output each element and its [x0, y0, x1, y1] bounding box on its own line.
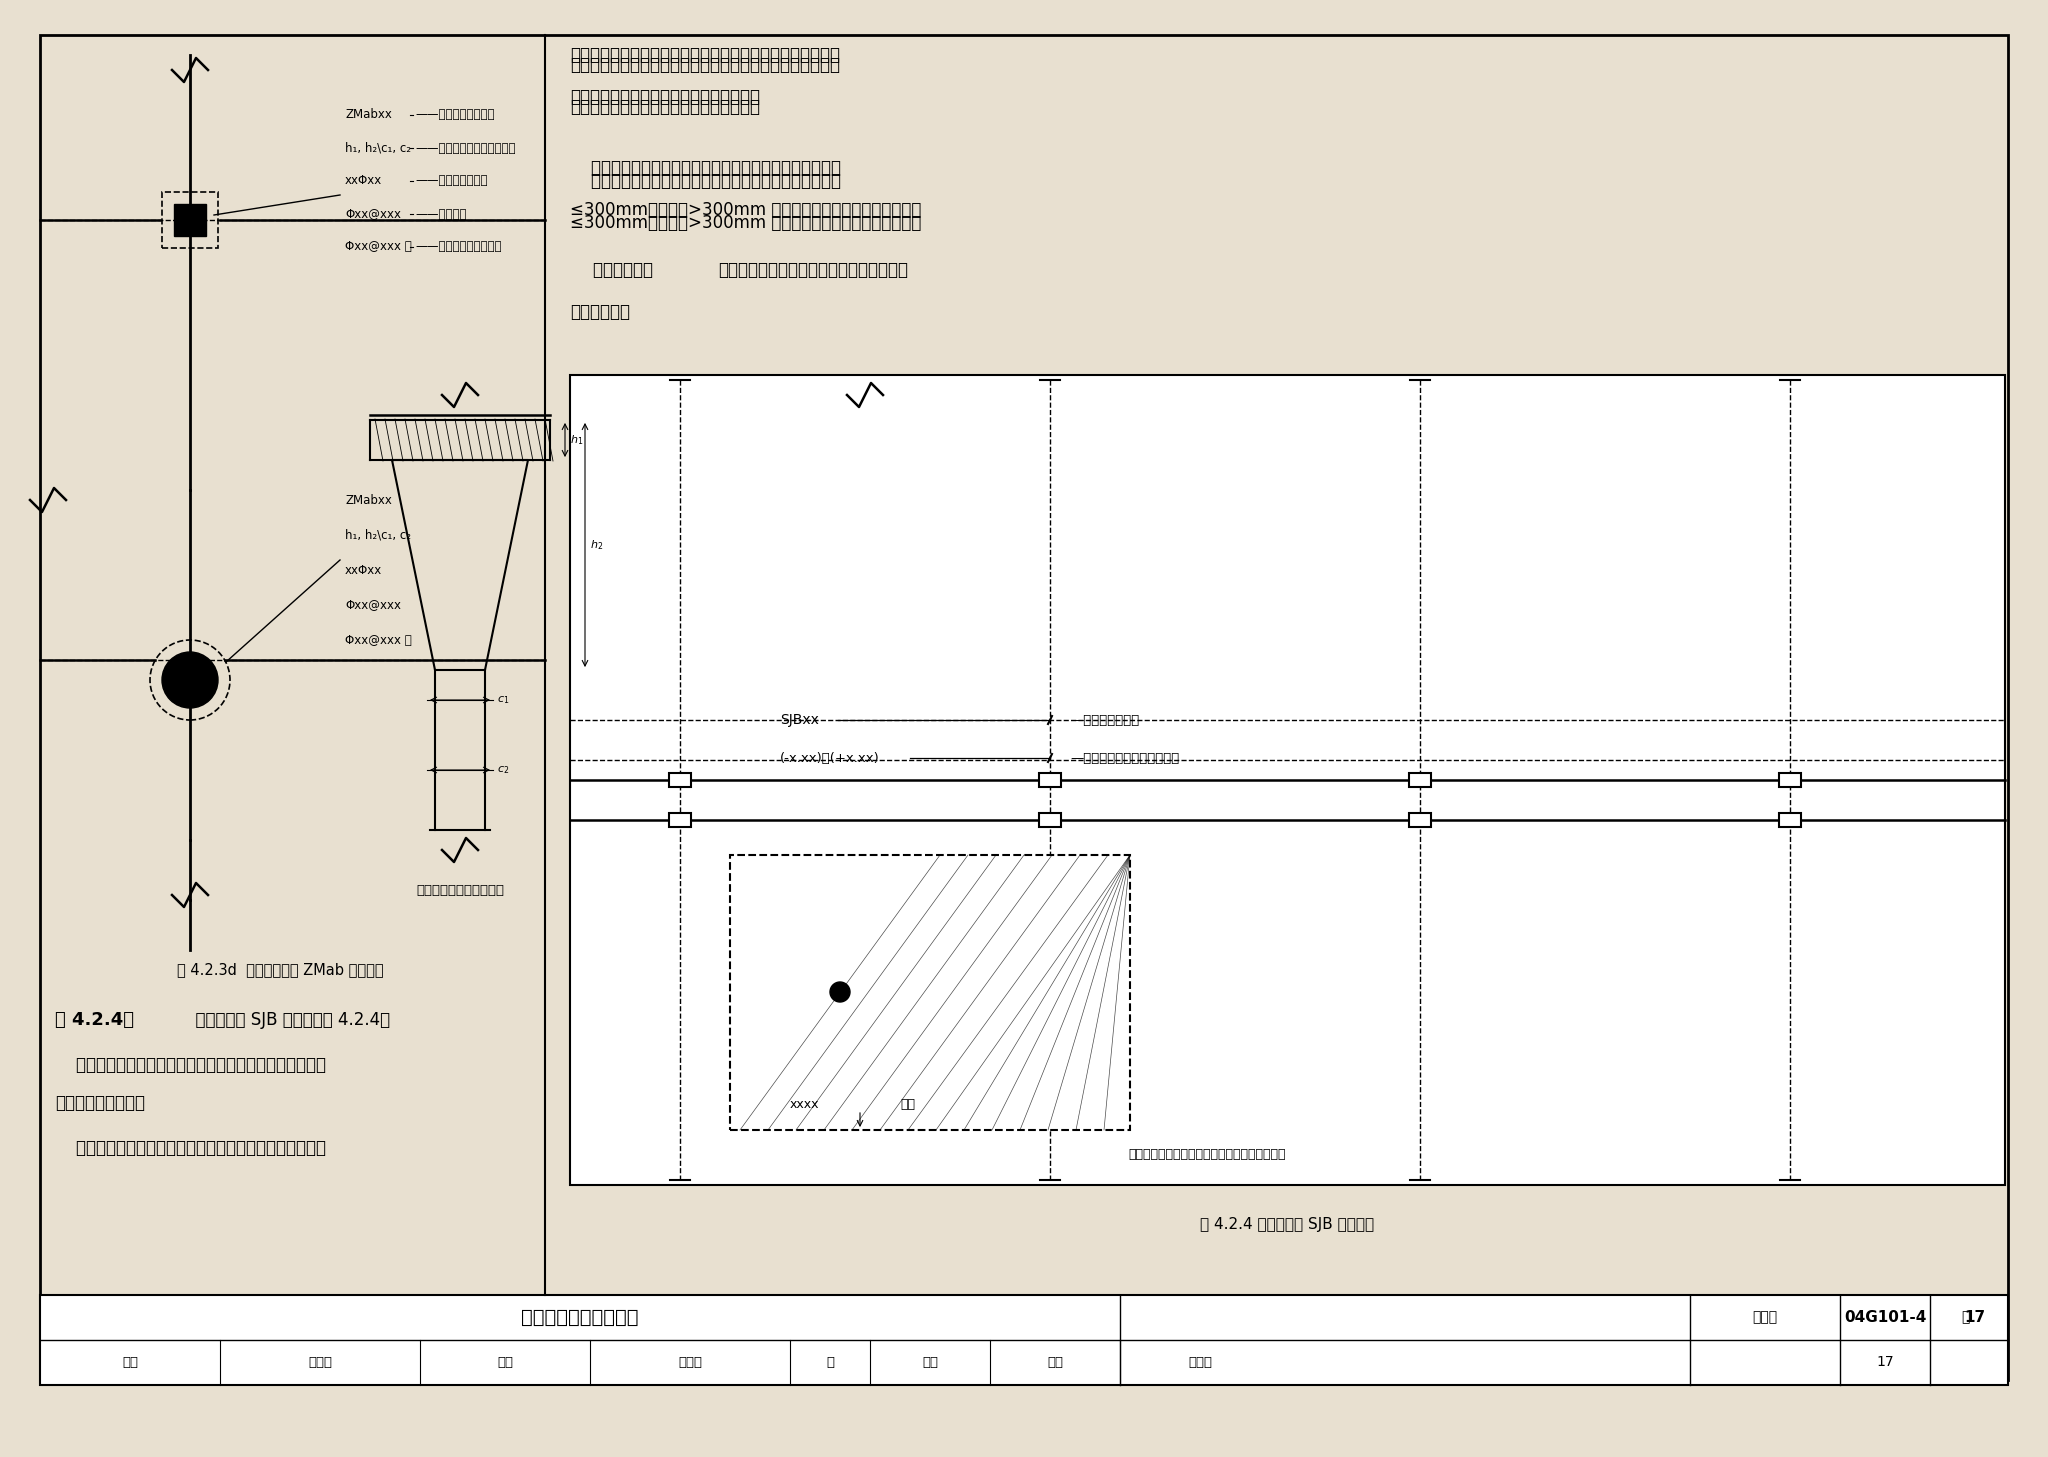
- Text: —局部升降板编号: —局部升降板编号: [1069, 714, 1139, 727]
- Text: 陈幼章: 陈幼章: [307, 1356, 332, 1370]
- Text: 局部升降板的下部与上部配筋均应设计为双: 局部升降板的下部与上部配筋均应设计为双: [719, 261, 907, 278]
- Text: 页: 页: [1960, 1310, 1970, 1324]
- Text: 17: 17: [1876, 1355, 1894, 1370]
- Text: h₁, h₂\c₁, c₂: h₁, h₂\c₁, c₂: [344, 141, 412, 154]
- Text: (-x.xx)或(+x.xx): (-x.xx)或(+x.xx): [780, 752, 881, 765]
- Bar: [1038, 813, 1061, 828]
- Text: xxxx: xxxx: [791, 1099, 819, 1112]
- Text: ≤300mm，当高度>300mm 时，设计应补充绘制截面配筋图。: ≤300mm，当高度>300mm 时，设计应补充绘制截面配筋图。: [569, 214, 922, 232]
- Text: ≤300mm，当高度>300mm 时，设计应补充绘制截面配筋图。: ≤300mm，当高度>300mm 时，设计应补充绘制截面配筋图。: [569, 201, 922, 219]
- Text: 04G101-4: 04G101-4: [1843, 1310, 1927, 1324]
- Text: 局部升降板的平面形状及定位由平面布置图表达，其他内: 局部升降板的平面形状及定位由平面布置图表达，其他内: [55, 1056, 326, 1074]
- Text: 局部升降板升高与降低的高度，在标准构造详图中限定为: 局部升降板升高与降低的高度，在标准构造详图中限定为: [569, 159, 842, 176]
- Bar: [1409, 774, 1432, 787]
- Text: 边长: 边长: [899, 1099, 915, 1112]
- Text: xxΦxx: xxΦxx: [344, 564, 383, 577]
- Text: $h_2$: $h_2$: [590, 538, 604, 552]
- Text: 第 4.2.4条: 第 4.2.4条: [55, 1011, 133, 1029]
- Bar: [670, 813, 690, 828]
- Bar: [1780, 774, 1800, 787]
- Bar: [729, 855, 1130, 1131]
- Bar: [162, 192, 217, 248]
- Bar: [174, 204, 207, 236]
- Text: ——倾角托板柱帽编号: ——倾角托板柱帽编号: [416, 108, 494, 121]
- Text: 刘其祥: 刘其祥: [678, 1356, 702, 1370]
- Text: 局部升降板 SJB 的引注见图 4.2.4。: 局部升降板 SJB 的引注见图 4.2.4。: [184, 1011, 389, 1029]
- Text: 厚和配筋时，设计应补充绘制截面配筋图。: 厚和配筋时，设计应补充绘制截面配筋图。: [569, 98, 760, 117]
- Text: Φxx@xxx 网: Φxx@xxx 网: [344, 240, 412, 254]
- Text: Φxx@xxx: Φxx@xxx: [344, 207, 401, 220]
- Text: 图集号: 图集号: [1753, 1310, 1778, 1324]
- Text: $h_1$: $h_1$: [569, 433, 584, 447]
- Text: 图 4.2.3d  倾角托板柱帽 ZMab 引注图示: 图 4.2.3d 倾角托板柱帽 ZMab 引注图示: [176, 963, 383, 978]
- Text: —降低（或升高）的标高高差: —降低（或升高）的标高高差: [1069, 752, 1180, 765]
- Text: $c_2$: $c_2$: [498, 763, 510, 777]
- Text: ——周围斜竖向纵筋: ——周围斜竖向纵筋: [416, 175, 487, 188]
- Text: 厚和配筋时，设计应补充绘制截面配筋图。: 厚和配筋时，设计应补充绘制截面配筋图。: [569, 87, 760, 106]
- Text: 楼板相关构造制图规则: 楼板相关构造制图规则: [522, 1308, 639, 1327]
- Text: 制: 制: [825, 1356, 834, 1370]
- Text: 局部升降板的板厚、壁厚和配筋，在标准构造详图中取与: 局部升降板的板厚、壁厚和配筋，在标准构造详图中取与: [55, 1139, 326, 1157]
- Text: ——托板下部双向钢筋网: ——托板下部双向钢筋网: [416, 240, 502, 254]
- Text: 审核: 审核: [123, 1356, 137, 1370]
- Text: 所在板块的板厚和配筋相同，设计不注；当采用不同板厚、壁: 所在板块的板厚和配筋相同，设计不注；当采用不同板厚、壁: [569, 47, 840, 64]
- Text: ZMabxx: ZMabxx: [344, 494, 391, 507]
- Text: xxΦxx: xxΦxx: [344, 175, 383, 188]
- Text: Φxx@xxx 网: Φxx@xxx 网: [344, 634, 412, 647]
- Text: 所在板块的板厚和配筋相同，设计不注；当采用不同板厚、壁: 所在板块的板厚和配筋相同，设计不注；当采用不同板厚、壁: [569, 55, 840, 74]
- Text: h₁, h₂\c₁, c₂: h₁, h₂\c₁, c₂: [344, 529, 412, 542]
- Circle shape: [162, 651, 217, 708]
- Text: 向贯通纵筋。: 向贯通纵筋。: [569, 303, 631, 321]
- Text: 陈青来: 陈青来: [1188, 1356, 1212, 1370]
- Text: 局部升降板升高与降低的高度，在标准构造详图中限定为: 局部升降板升高与降低的高度，在标准构造详图中限定为: [569, 172, 842, 189]
- Text: $c_1$: $c_1$: [498, 694, 510, 705]
- Text: SJBxx: SJBxx: [780, 712, 819, 727]
- Text: 设计: 设计: [1047, 1356, 1063, 1370]
- Text: 17: 17: [1964, 1310, 1987, 1324]
- Text: 基祯: 基祯: [922, 1356, 938, 1370]
- Text: 容由引注内容表达。: 容由引注内容表达。: [55, 1094, 145, 1112]
- Bar: [41, 1295, 2007, 1386]
- Bar: [670, 774, 690, 787]
- Bar: [1038, 774, 1061, 787]
- Bar: [569, 374, 2005, 1185]
- Text: 设计应注意：: 设计应注意：: [569, 261, 653, 278]
- Text: ——水平箍筋: ——水平箍筋: [416, 207, 467, 220]
- Text: （图中虚线表示降板，当为升板时虚线应互换）: （图中虚线表示降板，当为升板时虚线应互换）: [1128, 1148, 1286, 1161]
- Circle shape: [829, 982, 850, 1002]
- Text: 图 4.2.4 局部升降板 SJB 引注图示: 图 4.2.4 局部升降板 SJB 引注图示: [1200, 1218, 1374, 1233]
- Text: Φxx@xxx: Φxx@xxx: [344, 599, 401, 612]
- Text: ——几何尺寸（见右下图示）: ——几何尺寸（见右下图示）: [416, 141, 516, 154]
- Bar: [1409, 813, 1432, 828]
- Bar: [1780, 813, 1800, 828]
- Text: 倾角托板柱帽的立面形状: 倾角托板柱帽的立面形状: [416, 883, 504, 896]
- Text: 校对: 校对: [498, 1356, 512, 1370]
- Text: ZMabxx: ZMabxx: [344, 108, 391, 121]
